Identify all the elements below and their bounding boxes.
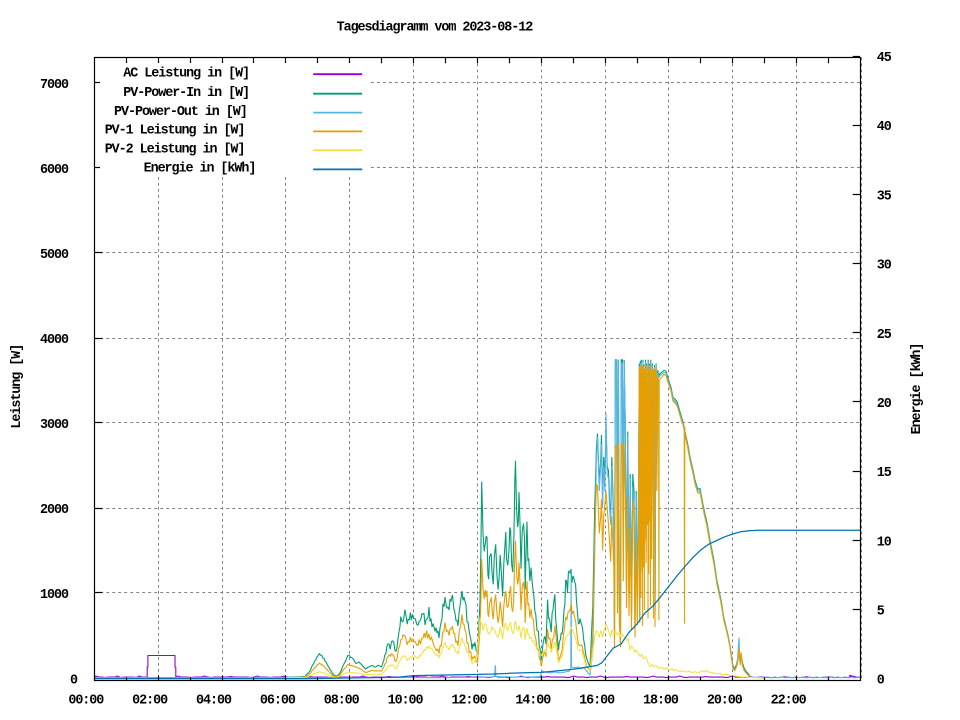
svg-text:AC Leistung in [W]: AC Leistung in [W]: [123, 66, 249, 81]
svg-text:22:00: 22:00: [771, 693, 807, 708]
svg-text:2000: 2000: [40, 503, 69, 518]
svg-text:06:00: 06:00: [260, 693, 296, 708]
svg-text:04:00: 04:00: [196, 693, 232, 708]
svg-text:08:00: 08:00: [324, 693, 360, 708]
svg-text:20: 20: [877, 397, 892, 412]
svg-text:0: 0: [70, 674, 78, 689]
svg-text:15: 15: [877, 466, 892, 481]
svg-text:4000: 4000: [40, 333, 69, 348]
svg-text:3000: 3000: [40, 418, 69, 433]
svg-text:40: 40: [877, 120, 892, 135]
svg-text:PV-Power-Out in [W]: PV-Power-Out in [W]: [114, 105, 247, 120]
svg-text:PV-2 Leistung in [W]: PV-2 Leistung in [W]: [105, 142, 245, 157]
svg-text:10: 10: [877, 535, 892, 550]
svg-text:30: 30: [877, 259, 892, 274]
svg-text:10:00: 10:00: [388, 693, 424, 708]
svg-text:12:00: 12:00: [451, 693, 487, 708]
svg-text:18:00: 18:00: [643, 693, 679, 708]
svg-text:14:00: 14:00: [515, 693, 551, 708]
svg-text:35: 35: [877, 189, 892, 204]
svg-text:Energie [kWh]: Energie [kWh]: [910, 344, 925, 435]
svg-text:02:00: 02:00: [132, 693, 168, 708]
svg-text:PV-Power-In in [W]: PV-Power-In in [W]: [123, 86, 249, 101]
svg-text:25: 25: [877, 328, 892, 343]
svg-text:0: 0: [877, 674, 885, 689]
svg-text:5: 5: [877, 604, 885, 619]
svg-text:PV-1 Leistung in [W]: PV-1 Leistung in [W]: [105, 124, 245, 139]
svg-text:5000: 5000: [40, 248, 69, 263]
svg-text:20:00: 20:00: [707, 693, 743, 708]
svg-text:6000: 6000: [40, 163, 69, 178]
svg-text:Energie in [kWh]: Energie in [kWh]: [144, 162, 256, 177]
svg-text:00:00: 00:00: [68, 693, 104, 708]
svg-text:Tagesdiagramm vom 2023-08-12: Tagesdiagramm vom 2023-08-12: [337, 21, 534, 36]
svg-text:Leistung [W]: Leistung [W]: [10, 345, 25, 429]
svg-text:7000: 7000: [40, 78, 69, 93]
svg-text:45: 45: [877, 51, 892, 66]
svg-text:1000: 1000: [40, 588, 69, 603]
svg-text:16:00: 16:00: [579, 693, 615, 708]
